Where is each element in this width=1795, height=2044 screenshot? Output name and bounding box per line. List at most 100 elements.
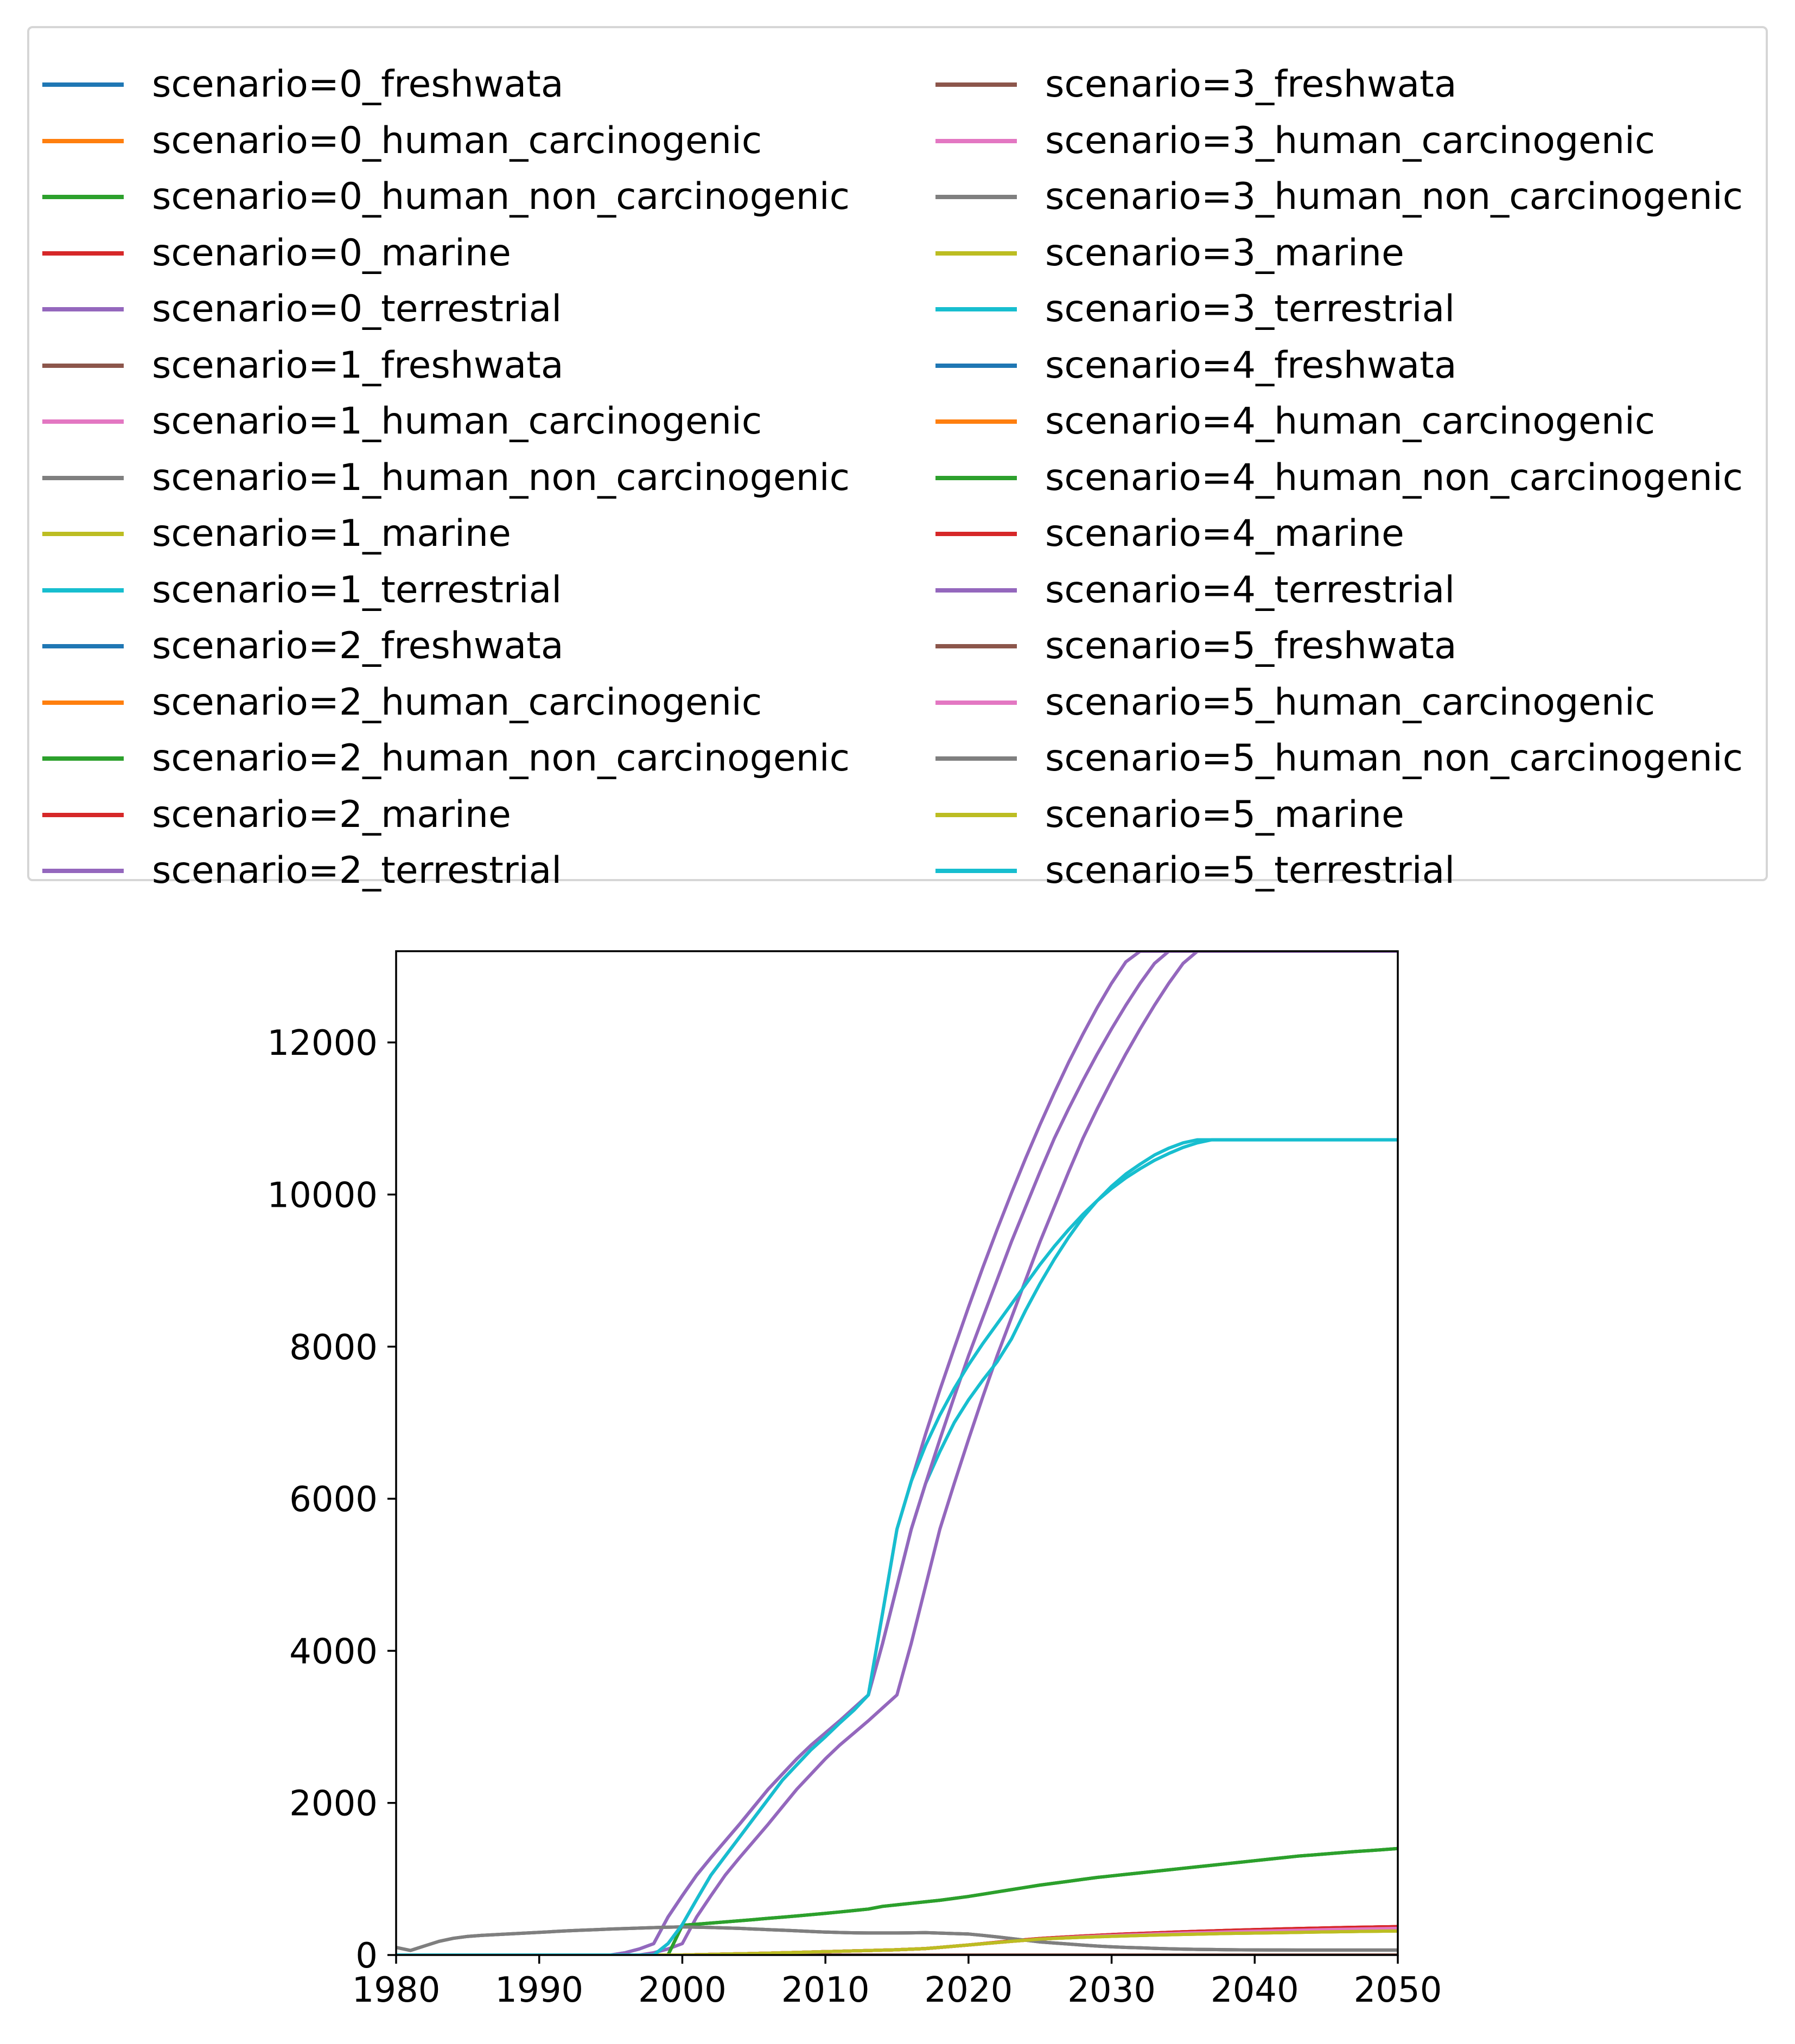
legend-label: scenario=3_marine bbox=[1045, 231, 1404, 275]
legend-swatch bbox=[935, 195, 1017, 199]
x-tick-label: 2000 bbox=[638, 1970, 727, 2010]
legend-swatch bbox=[935, 812, 1017, 817]
legend-label: scenario=0_marine bbox=[152, 231, 511, 275]
legend-label: scenario=2_terrestrial bbox=[152, 849, 562, 892]
legend-label: scenario=1_freshwata bbox=[152, 343, 564, 387]
y-tick-label: 10000 bbox=[267, 1175, 378, 1215]
legend-item: scenario=4_human_carcinogenic bbox=[935, 393, 1655, 450]
legend-item: scenario=4_marine bbox=[935, 506, 1404, 562]
legend-swatch bbox=[42, 644, 124, 648]
legend-swatch bbox=[42, 419, 124, 424]
legend-item: scenario=4_human_non_carcinogenic bbox=[935, 450, 1743, 506]
legend-swatch bbox=[935, 475, 1017, 480]
legend-item: scenario=3_freshwata bbox=[935, 56, 1457, 113]
legend-item: scenario=3_human_carcinogenic bbox=[935, 113, 1655, 169]
legend-label: scenario=1_marine bbox=[152, 512, 511, 555]
legend-item: scenario=0_human_carcinogenic bbox=[42, 113, 762, 169]
x-axis: 1980 1990 2000 2010 2020 2030 2040 2050 bbox=[352, 1955, 1442, 2010]
legend-label: scenario=3_human_carcinogenic bbox=[1045, 119, 1656, 162]
series-layer bbox=[396, 951, 1398, 1955]
legend-label: scenario=0_freshwata bbox=[152, 63, 564, 106]
y-axis: 0 2000 4000 6000 8000 10000 12000 bbox=[267, 1023, 396, 1976]
legend-item: scenario=3_human_non_carcinogenic bbox=[935, 169, 1743, 225]
legend-swatch bbox=[42, 251, 124, 256]
x-tick-label: 1980 bbox=[352, 1970, 441, 2010]
legend-item: scenario=0_terrestrial bbox=[42, 281, 562, 338]
legend-label: scenario=5_terrestrial bbox=[1045, 849, 1455, 892]
x-tick-label: 2010 bbox=[781, 1970, 870, 2010]
series-line-27 bbox=[396, 1925, 1398, 1952]
legend-item: scenario=0_marine bbox=[42, 225, 511, 282]
legend-swatch bbox=[935, 419, 1017, 424]
legend-swatch bbox=[42, 195, 124, 199]
legend-label: scenario=4_human_carcinogenic bbox=[1045, 400, 1656, 443]
legend-label: scenario=1_human_non_carcinogenic bbox=[152, 456, 850, 499]
y-tick-label: 4000 bbox=[289, 1632, 378, 1672]
legend-swatch bbox=[935, 700, 1017, 705]
y-tick-label: 8000 bbox=[289, 1328, 378, 1368]
legend-label: scenario=5_human_non_carcinogenic bbox=[1045, 737, 1743, 780]
legend-item: scenario=2_human_non_carcinogenic bbox=[42, 730, 850, 787]
legend-label: scenario=4_marine bbox=[1045, 512, 1404, 555]
plot-frame bbox=[395, 950, 1399, 1956]
x-tick-label: 2050 bbox=[1354, 1970, 1442, 2010]
legend-swatch bbox=[42, 700, 124, 705]
legend-swatch bbox=[935, 644, 1017, 648]
legend-item: scenario=1_human_non_carcinogenic bbox=[42, 450, 850, 506]
legend-item: scenario=5_freshwata bbox=[935, 618, 1457, 674]
legend-label: scenario=5_freshwata bbox=[1045, 625, 1457, 667]
legend-label: scenario=0_terrestrial bbox=[152, 288, 562, 330]
legend-label: scenario=5_human_carcinogenic bbox=[1045, 680, 1656, 724]
legend-item: scenario=2_freshwata bbox=[42, 618, 564, 674]
legend-item: scenario=1_freshwata bbox=[42, 338, 564, 394]
plot-area bbox=[396, 951, 1398, 1955]
legend-swatch bbox=[935, 756, 1017, 761]
legend-label: scenario=3_freshwata bbox=[1045, 63, 1457, 106]
legend-swatch bbox=[935, 532, 1017, 536]
x-tick-label: 2020 bbox=[924, 1970, 1013, 2010]
legend-label: scenario=1_human_carcinogenic bbox=[152, 400, 762, 443]
legend-label: scenario=0_human_carcinogenic bbox=[152, 119, 762, 162]
legend-item: scenario=4_terrestrial bbox=[935, 562, 1455, 619]
legend-label: scenario=2_freshwata bbox=[152, 625, 564, 667]
legend-item: scenario=5_human_carcinogenic bbox=[935, 674, 1655, 731]
legend-swatch bbox=[42, 812, 124, 817]
legend-swatch bbox=[42, 307, 124, 311]
legend-label: scenario=2_human_carcinogenic bbox=[152, 680, 762, 724]
legend-item: scenario=3_marine bbox=[935, 225, 1404, 282]
legend-swatch bbox=[935, 138, 1017, 143]
y-tick-label: 12000 bbox=[267, 1023, 378, 1064]
series-line-29 bbox=[396, 1138, 1398, 1955]
legend-item: scenario=1_terrestrial bbox=[42, 562, 562, 619]
legend-swatch bbox=[42, 475, 124, 480]
x-tick-label: 2030 bbox=[1067, 1970, 1156, 2010]
legend-label: scenario=3_human_non_carcinogenic bbox=[1045, 175, 1743, 218]
y-tick-label: 2000 bbox=[289, 1784, 378, 1824]
legend-item: scenario=2_human_carcinogenic bbox=[42, 674, 762, 731]
series-line-14 bbox=[396, 951, 1172, 1955]
series-line-4 bbox=[396, 951, 1201, 1955]
legend-label: scenario=4_human_non_carcinogenic bbox=[1045, 456, 1743, 499]
legend-item: scenario=0_freshwata bbox=[42, 56, 564, 113]
legend-item: scenario=5_human_non_carcinogenic bbox=[935, 730, 1743, 787]
series-line-28 bbox=[396, 1929, 1398, 1955]
legend-swatch bbox=[42, 82, 124, 87]
legend-swatch bbox=[935, 307, 1017, 311]
legend-label: scenario=3_terrestrial bbox=[1045, 288, 1455, 330]
legend-swatch bbox=[42, 532, 124, 536]
legend-swatch bbox=[935, 82, 1017, 87]
legend-item: scenario=0_human_non_carcinogenic bbox=[42, 169, 850, 225]
y-tick-label: 6000 bbox=[289, 1480, 378, 1520]
legend-label: scenario=0_human_non_carcinogenic bbox=[152, 175, 850, 218]
legend-swatch bbox=[42, 869, 124, 873]
legend-label: scenario=2_marine bbox=[152, 793, 511, 836]
legend-item: scenario=4_freshwata bbox=[935, 338, 1457, 394]
legend-label: scenario=1_terrestrial bbox=[152, 568, 562, 612]
legend-item: scenario=2_marine bbox=[42, 787, 511, 843]
legend-swatch bbox=[42, 363, 124, 368]
series-line-22 bbox=[396, 1846, 1398, 1955]
legend-item: scenario=5_marine bbox=[935, 787, 1404, 843]
legend-label: scenario=2_human_non_carcinogenic bbox=[152, 737, 850, 780]
y-tick-label: 0 bbox=[355, 1936, 378, 1976]
legend-swatch bbox=[935, 588, 1017, 593]
